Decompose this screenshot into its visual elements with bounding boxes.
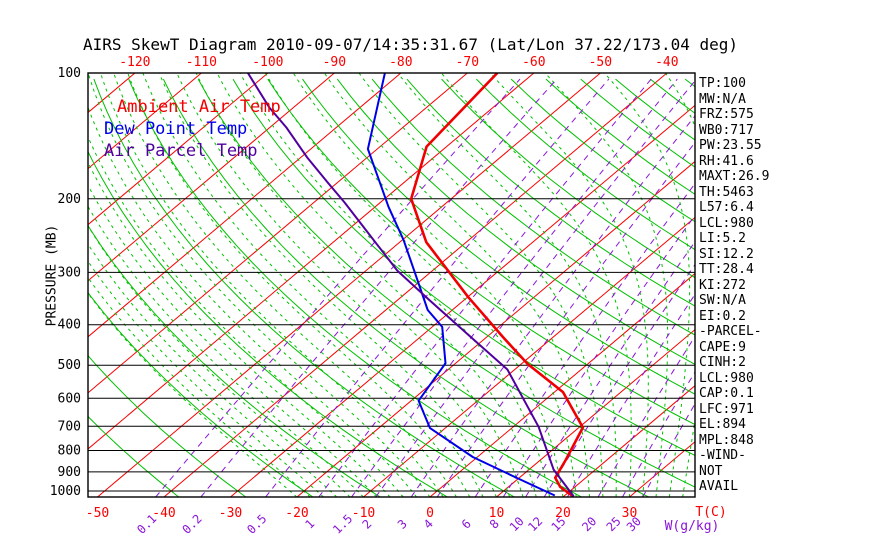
svg-text:-20: -20 bbox=[285, 506, 308, 521]
stat-line: EL:894 bbox=[699, 417, 746, 432]
svg-text:-10: -10 bbox=[352, 506, 375, 521]
stat-line: SI:12.2 bbox=[699, 246, 754, 262]
svg-text:-40: -40 bbox=[655, 55, 678, 70]
svg-text:-40: -40 bbox=[152, 506, 175, 521]
svg-text:30: 30 bbox=[622, 506, 638, 521]
stat-line: -PARCEL- bbox=[699, 324, 762, 339]
svg-text:-30: -30 bbox=[219, 506, 242, 521]
stats-panel: TP:100 MW:N/A FRZ:575 WB0:717 PW:23.55 RH:41.… bbox=[699, 76, 769, 495]
parcel-curve bbox=[247, 73, 575, 497]
ambient-curve bbox=[409, 73, 585, 497]
svg-text:10: 10 bbox=[507, 514, 527, 534]
stat-line: KI:272 bbox=[699, 277, 746, 293]
stat-line: TP:100 bbox=[699, 76, 746, 91]
svg-text:W(g/kg): W(g/kg) bbox=[665, 519, 720, 534]
stat-line: LFC:971 bbox=[699, 401, 754, 417]
stat-line: L57:6.4 bbox=[699, 200, 754, 215]
svg-text:800: 800 bbox=[58, 443, 81, 458]
temp-axis-top-labels: -120 -110 -100 -90 -80 -70 -60 -50 -40 bbox=[119, 55, 678, 70]
plot-area bbox=[88, 73, 695, 497]
svg-text:400: 400 bbox=[58, 318, 81, 333]
stat-line: TH:5463 bbox=[699, 184, 754, 200]
svg-text:300: 300 bbox=[58, 265, 81, 280]
temp-axis-bottom-labels: -50 -40 -30 -20 -10 0 10 20 30 T(C) bbox=[86, 505, 727, 521]
stat-line: LCL:980 bbox=[699, 370, 754, 386]
stat-line: CINH:2 bbox=[699, 355, 746, 370]
svg-text:0: 0 bbox=[426, 506, 434, 521]
dewpoint-curve bbox=[366, 73, 556, 497]
stat-line: PW:23.55 bbox=[699, 138, 762, 153]
svg-text:-80: -80 bbox=[389, 55, 412, 70]
stat-line: NOT bbox=[699, 463, 723, 479]
stat-line: WB0:717 bbox=[699, 122, 754, 138]
stat-line: MAXT:26.9 bbox=[699, 169, 770, 184]
stat-line: AVAIL bbox=[699, 479, 739, 494]
chart-title: AIRS SkewT Diagram 2010-09-07/14:35:31.6… bbox=[83, 35, 739, 54]
svg-text:700: 700 bbox=[58, 419, 81, 434]
stat-line: MPL:848 bbox=[699, 432, 754, 448]
svg-text:6: 6 bbox=[459, 517, 474, 532]
stat-line: CAP:0.1 bbox=[699, 386, 754, 401]
stat-line: SW:N/A bbox=[699, 293, 746, 308]
legend-air-parcel: Air Parcel Temp bbox=[104, 141, 258, 161]
svg-text:10: 10 bbox=[489, 506, 505, 521]
stat-line: EI:0.2 bbox=[699, 308, 746, 324]
pressure-axis-labels: 100 200 300 400 500 600 700 800 900 1000 bbox=[50, 66, 81, 499]
pressure-axis-label: PRESSURE (MB) bbox=[44, 224, 60, 327]
pressure-lines bbox=[88, 73, 695, 492]
svg-text:-50: -50 bbox=[589, 55, 612, 70]
svg-text:600: 600 bbox=[58, 391, 81, 406]
mixing-ratio-lines bbox=[155, 78, 695, 497]
svg-text:-100: -100 bbox=[252, 55, 283, 70]
legend-dew-point: Dew Point Temp bbox=[104, 119, 248, 139]
svg-text:20: 20 bbox=[555, 506, 571, 521]
svg-text:900: 900 bbox=[58, 465, 81, 480]
stat-line: -WIND- bbox=[699, 448, 746, 463]
svg-text:-120: -120 bbox=[119, 55, 150, 70]
stat-line: LI:5.2 bbox=[699, 231, 746, 246]
svg-text:-110: -110 bbox=[186, 55, 217, 70]
svg-text:-90: -90 bbox=[323, 55, 346, 70]
svg-text:-50: -50 bbox=[86, 506, 109, 521]
svg-text:-70: -70 bbox=[456, 55, 479, 70]
dry-adiabat-lines bbox=[88, 78, 695, 497]
stat-line: LCL:980 bbox=[699, 215, 754, 231]
svg-text:1: 1 bbox=[302, 517, 317, 532]
svg-text:-60: -60 bbox=[522, 55, 545, 70]
curve-legend: Ambient Air Temp Dew Point Temp Air Parc… bbox=[104, 96, 281, 162]
svg-text:500: 500 bbox=[58, 358, 81, 373]
stat-line: FRZ:575 bbox=[699, 107, 754, 122]
stat-line: MW:N/A bbox=[699, 91, 746, 107]
stat-line: TT:28.4 bbox=[699, 262, 754, 277]
svg-text:20: 20 bbox=[579, 514, 599, 534]
legend-ambient-temp: Ambient Air Temp bbox=[117, 97, 281, 117]
svg-text:200: 200 bbox=[58, 192, 81, 207]
svg-text:12: 12 bbox=[525, 514, 545, 534]
stat-line: RH:41.6 bbox=[699, 153, 754, 169]
stat-line: CAPE:9 bbox=[699, 339, 746, 355]
svg-text:0.2: 0.2 bbox=[179, 512, 204, 537]
svg-text:3: 3 bbox=[395, 517, 410, 532]
svg-text:1000: 1000 bbox=[50, 484, 81, 499]
svg-text:0.5: 0.5 bbox=[244, 512, 269, 537]
svg-text:100: 100 bbox=[58, 66, 81, 81]
moist-adiabat-lines bbox=[88, 73, 695, 497]
plot-border bbox=[87, 72, 696, 498]
svg-text:T(C): T(C) bbox=[695, 505, 726, 520]
